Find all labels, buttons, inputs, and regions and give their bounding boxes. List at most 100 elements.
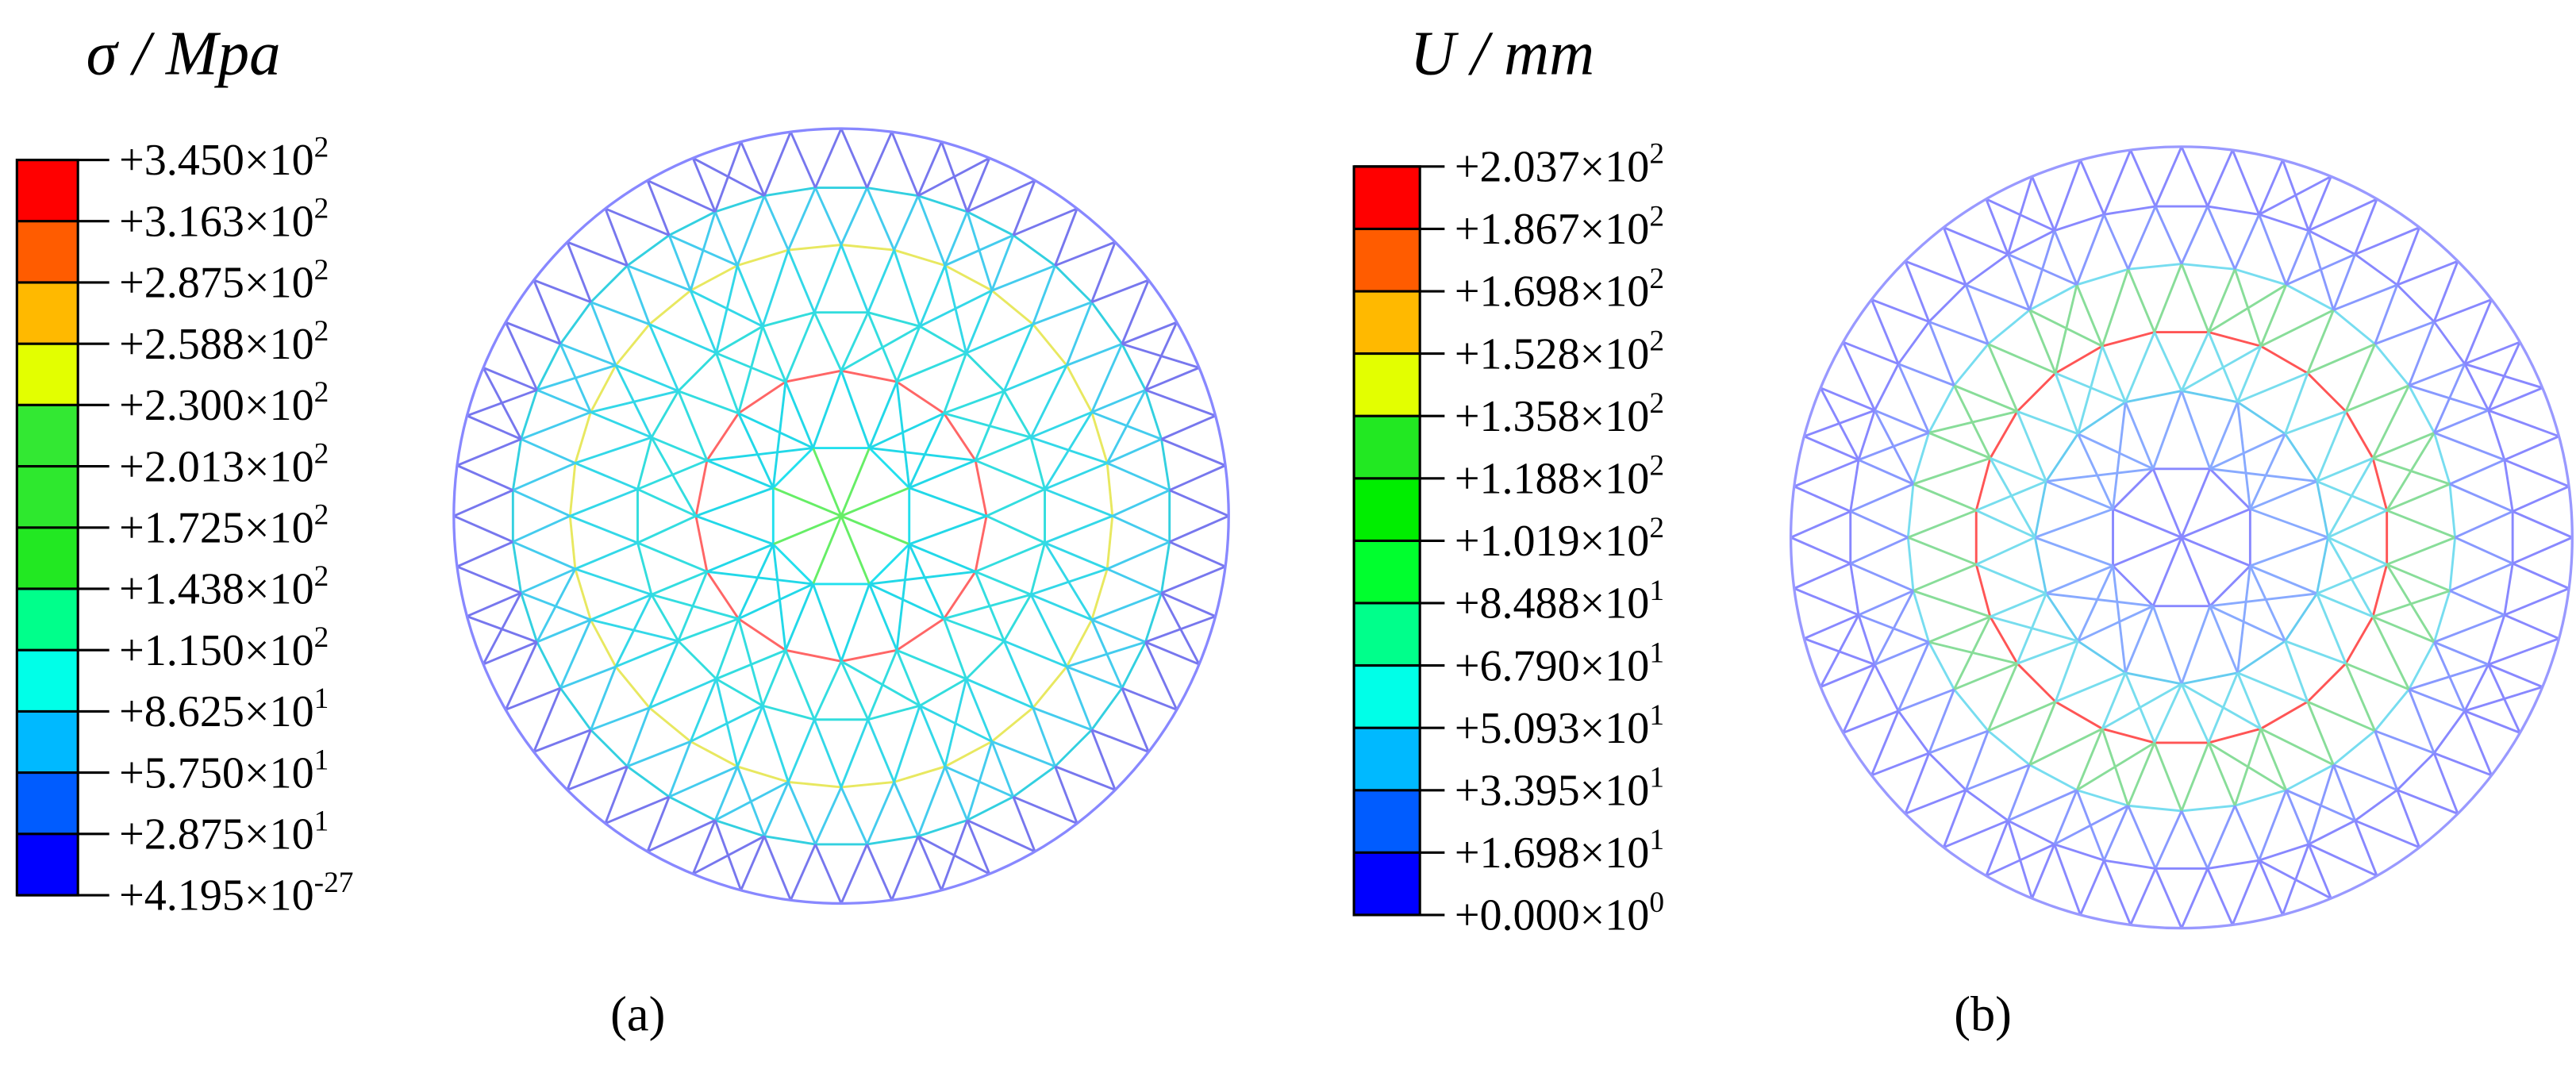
mesh-edge [1054, 729, 1093, 767]
mesh-edge [614, 666, 651, 709]
mesh-edge [2374, 343, 2410, 386]
mesh-edge [896, 380, 945, 414]
mesh-edge [559, 343, 592, 413]
mesh-edge [2432, 710, 2466, 754]
mesh-edge [1106, 540, 1171, 571]
mesh-edge [785, 648, 842, 663]
mesh-edge [1054, 765, 1116, 791]
mesh-edge [466, 591, 522, 617]
mesh-edge [868, 582, 945, 620]
mesh-edge [1065, 302, 1093, 366]
mesh-edge [1974, 457, 1992, 511]
label-mantissa: +2.013×10 [119, 442, 314, 491]
mesh-edge [521, 591, 591, 621]
mesh-edge [789, 844, 817, 901]
mesh-edge [1090, 412, 1109, 463]
mesh-edge [2053, 160, 2082, 232]
mesh-edge [1044, 542, 1093, 621]
mesh-edge [1965, 789, 2009, 822]
mesh-edge [1121, 279, 1150, 344]
mesh-edge [1160, 592, 1201, 665]
mesh-edge [1144, 389, 1217, 417]
mesh-edge [1849, 459, 1860, 512]
legend-label: +1.725×102 [119, 499, 329, 553]
mesh-edge [840, 244, 870, 313]
mesh-edge [991, 264, 1056, 292]
legend-label: +2.588×102 [119, 315, 329, 369]
mesh-edge [1965, 283, 2031, 312]
label-mantissa: +1.438×10 [119, 565, 314, 614]
mesh-edge [2409, 384, 2489, 412]
mesh-edge [2055, 671, 2126, 703]
mesh-edge [1002, 640, 1035, 709]
mesh-edge [2354, 789, 2398, 822]
mesh-edge [2306, 663, 2347, 703]
mesh-edge [2259, 213, 2309, 232]
mesh-edge [866, 781, 896, 845]
mesh-edge [944, 412, 1032, 439]
mesh-edge [2332, 283, 2398, 312]
mesh-edge [944, 766, 969, 821]
mesh-edge [1090, 687, 1124, 731]
mesh-edge [2028, 230, 2056, 311]
mesh-edge [866, 186, 896, 251]
mesh-edge [917, 195, 947, 267]
mesh-edge [763, 835, 816, 846]
mesh-edge [1054, 766, 1078, 825]
mesh-edge [453, 489, 513, 517]
mesh-edge [890, 131, 920, 197]
mesh-edge [2512, 562, 2570, 590]
mesh-edge [2180, 683, 2210, 744]
mesh-edge [1990, 592, 2047, 618]
mesh-edge [1169, 464, 1226, 491]
mesh-edge [1044, 541, 1108, 571]
mesh-edge [763, 186, 816, 198]
mesh-edge [1858, 459, 1914, 486]
mesh-edge [2075, 284, 2104, 347]
mesh-edge [614, 364, 653, 438]
mesh-edge [2028, 283, 2078, 311]
mesh-edge [2054, 843, 2105, 862]
mesh-edge [2236, 640, 2286, 675]
mesh-edge [1105, 463, 1114, 517]
mesh-edge [2307, 844, 2332, 899]
legend-label: +1.698×102 [1455, 263, 1664, 317]
mesh-edge [1913, 590, 1991, 618]
legend-label: +1.438×102 [119, 560, 329, 614]
mesh-edge [736, 765, 789, 783]
mesh-edge [1794, 587, 1859, 617]
mesh-edge [2031, 844, 2056, 899]
mesh-edge [2374, 284, 2399, 345]
mesh-edge [896, 649, 967, 680]
mesh-edge [787, 249, 816, 313]
mesh-edge [1965, 253, 2009, 286]
mesh-edge [2180, 742, 2210, 812]
mesh-edge [2031, 175, 2056, 232]
mesh-edge [2076, 789, 2129, 807]
mesh-edge [986, 488, 1046, 517]
mesh-edge [2371, 616, 2410, 690]
mesh-edge [840, 486, 910, 517]
mesh-edge [840, 128, 868, 189]
mesh-edge [691, 157, 717, 213]
mesh-edge [590, 411, 652, 439]
mesh-edge [966, 740, 994, 821]
mesh-edge [1897, 321, 1930, 365]
mesh-edge [2207, 672, 2239, 744]
mesh-edge [908, 413, 945, 489]
mesh-edge [2308, 843, 2378, 877]
mesh-edge [944, 593, 1032, 621]
mesh-boundary [452, 127, 1230, 905]
mesh-edge [1953, 343, 1990, 386]
mesh-edge [784, 312, 816, 383]
mesh-edge [2308, 819, 2356, 846]
label-mantissa: +1.188×10 [1455, 454, 1650, 503]
mesh-edge [626, 264, 691, 292]
mesh-edge [736, 195, 766, 267]
mesh-edge [2101, 682, 2182, 730]
legend-label: +0.000×100 [1455, 886, 1664, 940]
mesh-edge [1091, 618, 1146, 644]
legend-label: +3.450×102 [119, 131, 329, 185]
mesh-edge [772, 486, 842, 517]
mesh-edge [2463, 663, 2489, 712]
